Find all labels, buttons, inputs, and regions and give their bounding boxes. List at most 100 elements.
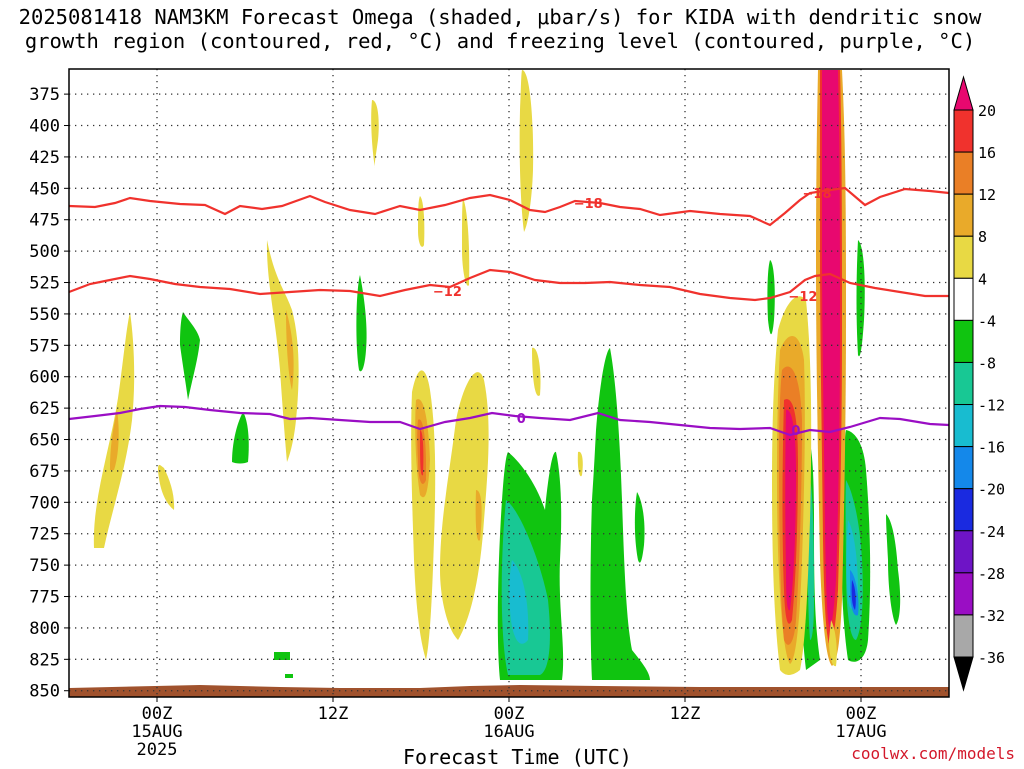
omega-green-area <box>634 492 645 563</box>
x-tick-date-label: 17AUG <box>835 722 886 742</box>
x-tick-label: 12Z <box>670 704 701 724</box>
colorbar-label: 16 <box>978 144 996 162</box>
colorbar-swatch <box>953 277 974 321</box>
colorbar-swatch <box>953 109 974 153</box>
colorbar-label: -12 <box>978 397 1005 415</box>
contour-label: 0 <box>791 424 800 439</box>
contour-label: −18 <box>803 187 832 202</box>
y-tick-label: 675 <box>29 462 60 482</box>
y-tick-label: 850 <box>29 682 60 702</box>
colorbar-label: 8 <box>978 228 987 246</box>
x-tick-date-label: 15AUG <box>131 722 182 742</box>
colorbar-label: -20 <box>978 481 1005 499</box>
y-tick-label: 625 <box>29 399 60 419</box>
y-tick-label: 575 <box>29 336 60 356</box>
omega-cyan-area <box>509 560 529 644</box>
omega-orange-area <box>110 410 119 470</box>
colorbar-label: -24 <box>978 523 1005 541</box>
omega-green-area <box>590 348 650 680</box>
omega-yellow-area <box>418 196 425 247</box>
omega-yellow-area <box>462 198 470 286</box>
contour-label: −12 <box>433 285 462 300</box>
y-tick-label: 375 <box>29 85 60 105</box>
contour-label: −18 <box>574 197 603 212</box>
omega-red-area <box>420 430 424 476</box>
plot-area <box>69 70 949 697</box>
omega-green-area <box>180 312 200 400</box>
colorbar-swatch <box>953 361 974 406</box>
y-tick-label: 475 <box>29 211 60 231</box>
omega-green-area <box>232 412 249 464</box>
y-tick-label: 400 <box>29 117 60 137</box>
omega-indigo-area <box>851 580 856 610</box>
x-tick-label: 12Z <box>318 704 349 724</box>
omega-orange-area <box>286 310 294 390</box>
colorbar-swatch <box>953 404 974 448</box>
y-tick-label: 700 <box>29 493 60 513</box>
x-tick-label: 00Z <box>846 704 877 724</box>
omega-green-area <box>274 652 290 660</box>
y-tick-label: 800 <box>29 619 60 639</box>
colorbar-swatch <box>953 530 974 574</box>
chart-title-line2: growth region (contoured, red, °C) and f… <box>24 29 976 53</box>
omega-green-area <box>886 514 901 625</box>
colorbar-swatch <box>953 446 974 490</box>
contour-lines: −18 −18 −12 −12 0 0 <box>68 186 950 439</box>
colorbar-label: 20 <box>978 102 996 120</box>
x-tick-date-label: 16AUG <box>483 722 534 742</box>
y-axis-ticks: 375 400 425 450 475 500 525 550 575 600 625 650 675 7… <box>29 85 69 702</box>
colorbar-label: -28 <box>978 565 1005 583</box>
omega-yellow-area <box>158 464 175 510</box>
colorbar-swatch <box>953 193 974 237</box>
omega-yellow-area <box>266 240 299 462</box>
omega-yellow-area <box>371 100 379 168</box>
colorbar-label: -4 <box>978 312 996 330</box>
y-tick-label: 650 <box>29 431 60 451</box>
chart-title-line1: 2025081418 NAM3KM Forecast Omega (shaded… <box>18 5 982 29</box>
credit-text[interactable]: coolwx.com/models <box>851 744 1015 763</box>
colorbar-label: -16 <box>978 439 1005 457</box>
y-tick-label: 825 <box>29 650 60 670</box>
omega-yellow-area <box>532 347 541 396</box>
y-tick-label: 500 <box>29 242 60 262</box>
contour-label: 0 <box>517 412 526 427</box>
y-tick-label: 750 <box>29 556 60 576</box>
y-tick-label: 525 <box>29 274 60 294</box>
colorbar-label: -8 <box>978 354 996 372</box>
colorbar-label: -32 <box>978 607 1005 625</box>
colorbar: 20 16 12 8 4 -4 -8 -12 -16 -20 -24 -28 -32 -36 <box>953 75 1005 692</box>
colorbar-swatch <box>953 235 974 279</box>
omega-yellow-area <box>577 451 583 477</box>
y-tick-label: 450 <box>29 179 60 199</box>
colorbar-swatch <box>953 488 974 532</box>
y-tick-label: 775 <box>29 588 60 608</box>
colorbar-swatch <box>953 319 974 363</box>
x-tick-label: 00Z <box>494 704 525 724</box>
omega-yellow-area <box>440 372 489 640</box>
x-axis-label: Forecast Time (UTC) <box>403 745 632 769</box>
x-tick-label: 00Z <box>142 704 173 724</box>
colorbar-label: 12 <box>978 186 996 204</box>
chart-title: 2025081418 NAM3KM Forecast Omega (shaded… <box>0 5 1000 53</box>
omega-yellow-area <box>519 70 534 232</box>
colorbar-top-triangle <box>953 75 974 111</box>
contour-line-minus12 <box>68 268 949 302</box>
terrain-strip <box>69 685 949 697</box>
colorbar-label: -36 <box>978 649 1005 667</box>
x-tick-year-label: 2025 <box>137 740 178 760</box>
omega-magenta-area <box>822 70 840 628</box>
y-tick-label: 725 <box>29 525 60 545</box>
y-tick-label: 550 <box>29 305 60 325</box>
colorbar-swatch <box>953 151 974 195</box>
colorbar-label: 4 <box>978 270 987 288</box>
y-tick-label: 425 <box>29 148 60 168</box>
colorbar-swatch <box>953 572 974 616</box>
omega-yellow-area <box>829 620 837 667</box>
contour-line-0 <box>68 404 950 437</box>
colorbar-bottom-triangle <box>953 656 974 692</box>
omega-magenta-area <box>785 409 796 611</box>
contour-label: −12 <box>788 290 817 305</box>
y-tick-label: 600 <box>29 368 60 388</box>
